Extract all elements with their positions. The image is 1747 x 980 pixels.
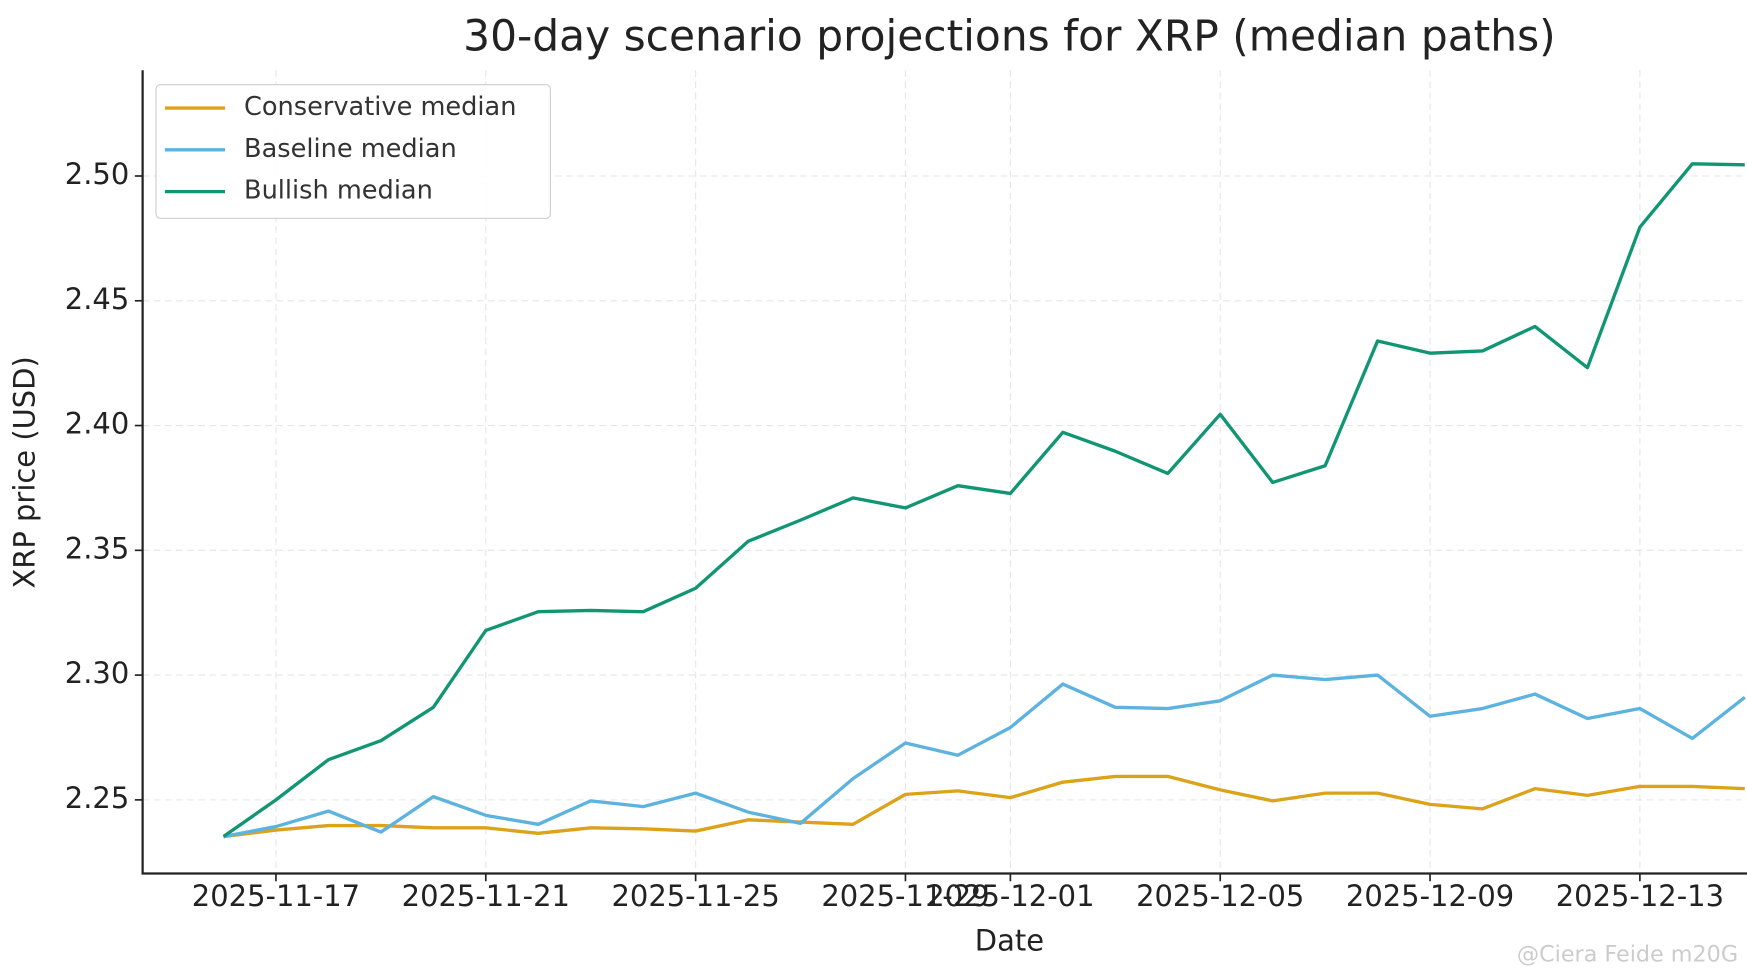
y-tick-label: 2.45 (65, 282, 129, 316)
x-tick-label: 2025-12-09 (1346, 879, 1514, 913)
plot-lines (222, 162, 1746, 839)
x-axis-label: Date (975, 924, 1044, 958)
legend-box (155, 84, 551, 219)
x-tick-label: 2025-11-25 (611, 879, 779, 913)
legend-label: Baseline median (244, 134, 457, 164)
y-tick-label: 2.30 (65, 656, 129, 690)
y-tick-label: 2.50 (65, 157, 129, 191)
x-tick-label: 2025-12-13 (1556, 879, 1724, 913)
chart-title: 30-day scenario projections for XRP (med… (463, 11, 1555, 60)
x-tick-label: 2025-11-29 (821, 879, 989, 913)
series-line (223, 673, 1746, 839)
legend-label: Conservative median (244, 92, 516, 122)
y-tick-label: 2.35 (65, 531, 129, 565)
y-axis-label: XRP price (USD) (8, 356, 42, 588)
series-line (223, 774, 1745, 839)
legend: Conservative median Baseline median Bullis… (155, 84, 551, 219)
grid: 2.25 2.30 2.35 2.40 2.45 2.50 2025-11-17 2025-1… (65, 70, 1747, 913)
y-tick-label: 2.40 (65, 407, 129, 441)
x-tick-label: 2025-12-05 (1136, 879, 1304, 913)
x-tick-label: 2025-11-17 (192, 879, 360, 913)
x-tick-label: 2025-12-01 (926, 879, 1094, 913)
x-tick-label: 2025-11-21 (402, 879, 570, 913)
y-tick-label: 2.25 (65, 781, 129, 815)
series-line (222, 162, 1745, 838)
watermark: @Ciera Feide m20G (1517, 941, 1738, 967)
legend-label: Bullish median (244, 176, 433, 206)
